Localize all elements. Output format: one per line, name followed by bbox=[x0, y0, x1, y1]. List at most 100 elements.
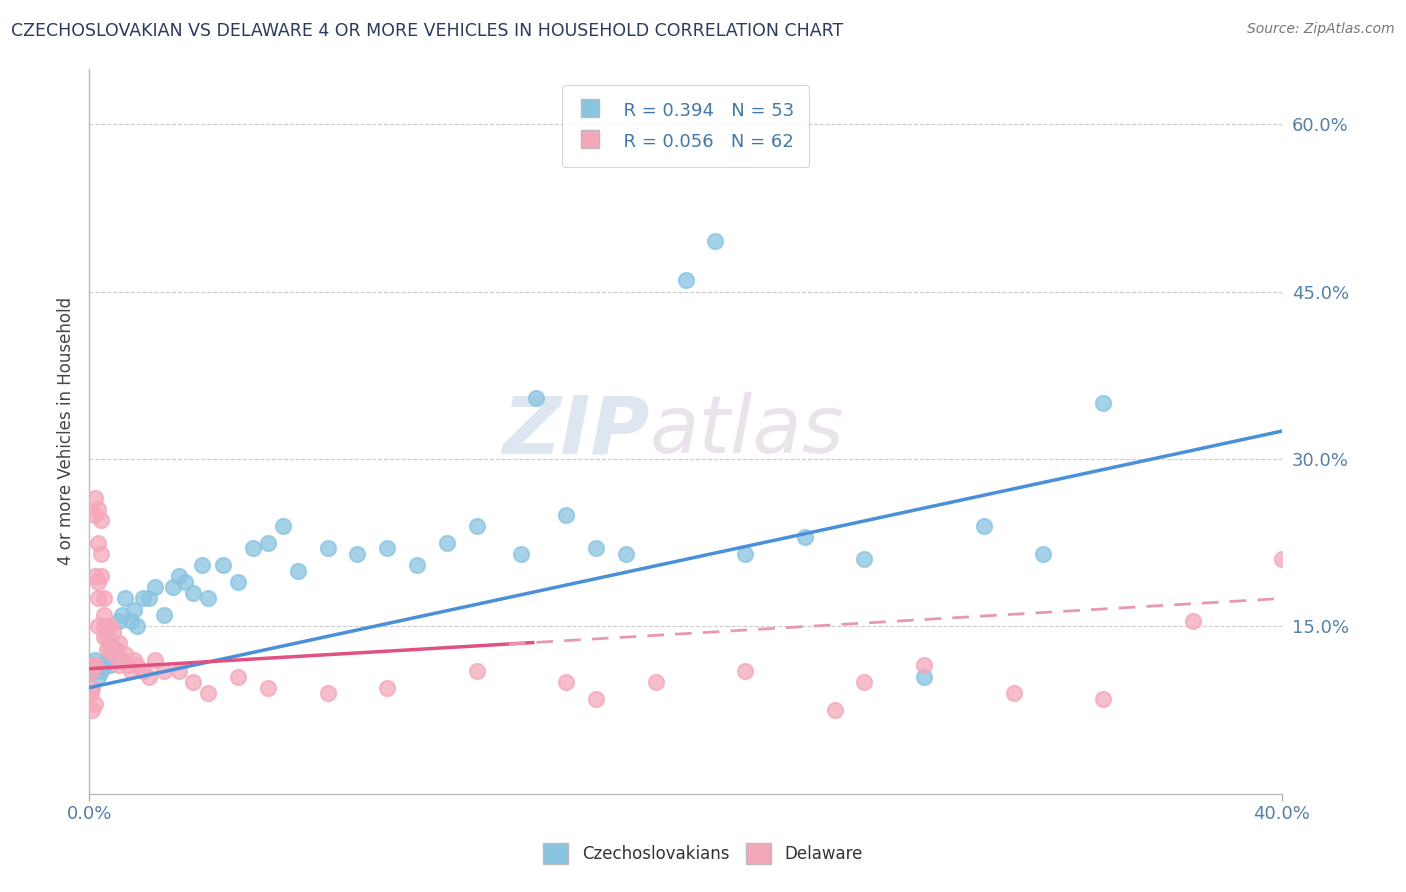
Point bbox=[122, 602, 145, 616]
Point bbox=[108, 658, 131, 673]
Point bbox=[98, 641, 121, 656]
Point bbox=[526, 391, 548, 405]
Point bbox=[84, 569, 107, 583]
Point bbox=[84, 658, 107, 673]
Point bbox=[87, 619, 110, 633]
Point bbox=[104, 647, 127, 661]
Point bbox=[138, 591, 160, 606]
Point bbox=[87, 591, 110, 606]
Point bbox=[973, 519, 995, 533]
Point bbox=[316, 541, 339, 556]
Point bbox=[114, 591, 136, 606]
Point bbox=[734, 664, 756, 678]
Point bbox=[90, 664, 112, 678]
Point bbox=[853, 675, 876, 690]
Point bbox=[167, 569, 190, 583]
Point bbox=[96, 641, 118, 656]
Text: ZIP: ZIP bbox=[502, 392, 650, 470]
Point bbox=[114, 647, 136, 661]
Point bbox=[614, 547, 637, 561]
Point bbox=[80, 664, 103, 678]
Y-axis label: 4 or more Vehicles in Household: 4 or more Vehicles in Household bbox=[58, 297, 75, 566]
Point bbox=[465, 519, 488, 533]
Point bbox=[346, 547, 368, 561]
Point bbox=[111, 608, 134, 623]
Point bbox=[132, 591, 155, 606]
Text: atlas: atlas bbox=[650, 392, 845, 470]
Point bbox=[98, 619, 121, 633]
Point bbox=[87, 502, 110, 516]
Point bbox=[793, 530, 815, 544]
Point bbox=[90, 547, 112, 561]
Point bbox=[1092, 691, 1115, 706]
Legend: Czechoslovakians, Delaware: Czechoslovakians, Delaware bbox=[537, 837, 869, 871]
Point bbox=[93, 658, 115, 673]
Point bbox=[84, 508, 107, 522]
Point bbox=[406, 558, 429, 572]
Point bbox=[197, 686, 219, 700]
Point bbox=[111, 653, 134, 667]
Point bbox=[173, 574, 195, 589]
Point bbox=[555, 675, 578, 690]
Point bbox=[436, 535, 458, 549]
Point bbox=[96, 631, 118, 645]
Point bbox=[644, 675, 666, 690]
Point bbox=[93, 591, 115, 606]
Point bbox=[242, 541, 264, 556]
Point bbox=[104, 641, 127, 656]
Point bbox=[143, 653, 166, 667]
Point bbox=[132, 664, 155, 678]
Point bbox=[80, 658, 103, 673]
Point bbox=[101, 647, 124, 661]
Point bbox=[912, 658, 935, 673]
Point bbox=[87, 658, 110, 673]
Point bbox=[1002, 686, 1025, 700]
Point bbox=[257, 535, 280, 549]
Point bbox=[101, 641, 124, 656]
Point bbox=[824, 703, 846, 717]
Point bbox=[316, 686, 339, 700]
Point bbox=[98, 658, 121, 673]
Point bbox=[675, 273, 697, 287]
Point bbox=[125, 658, 148, 673]
Text: Source: ZipAtlas.com: Source: ZipAtlas.com bbox=[1247, 22, 1395, 37]
Point bbox=[287, 564, 309, 578]
Point bbox=[80, 703, 103, 717]
Point bbox=[853, 552, 876, 566]
Point bbox=[704, 235, 727, 249]
Point bbox=[465, 664, 488, 678]
Point bbox=[125, 619, 148, 633]
Point bbox=[98, 636, 121, 650]
Point bbox=[1092, 396, 1115, 410]
Legend:   R = 0.394   N = 53,   R = 0.056   N = 62: R = 0.394 N = 53, R = 0.056 N = 62 bbox=[562, 85, 808, 167]
Point bbox=[197, 591, 219, 606]
Point bbox=[101, 624, 124, 639]
Point bbox=[257, 681, 280, 695]
Point bbox=[226, 669, 249, 683]
Point bbox=[510, 547, 533, 561]
Point bbox=[87, 574, 110, 589]
Point bbox=[162, 580, 184, 594]
Point bbox=[191, 558, 214, 572]
Point bbox=[87, 535, 110, 549]
Point bbox=[108, 636, 131, 650]
Point bbox=[117, 658, 139, 673]
Point bbox=[84, 653, 107, 667]
Point bbox=[90, 569, 112, 583]
Point bbox=[912, 669, 935, 683]
Point bbox=[108, 614, 131, 628]
Point bbox=[120, 614, 142, 628]
Point bbox=[167, 664, 190, 678]
Point bbox=[152, 608, 174, 623]
Point bbox=[585, 541, 607, 556]
Point bbox=[87, 669, 110, 683]
Point bbox=[734, 547, 756, 561]
Point bbox=[84, 698, 107, 712]
Point bbox=[226, 574, 249, 589]
Point bbox=[90, 513, 112, 527]
Point bbox=[80, 658, 103, 673]
Point bbox=[585, 691, 607, 706]
Point bbox=[84, 664, 107, 678]
Point bbox=[93, 608, 115, 623]
Point bbox=[93, 631, 115, 645]
